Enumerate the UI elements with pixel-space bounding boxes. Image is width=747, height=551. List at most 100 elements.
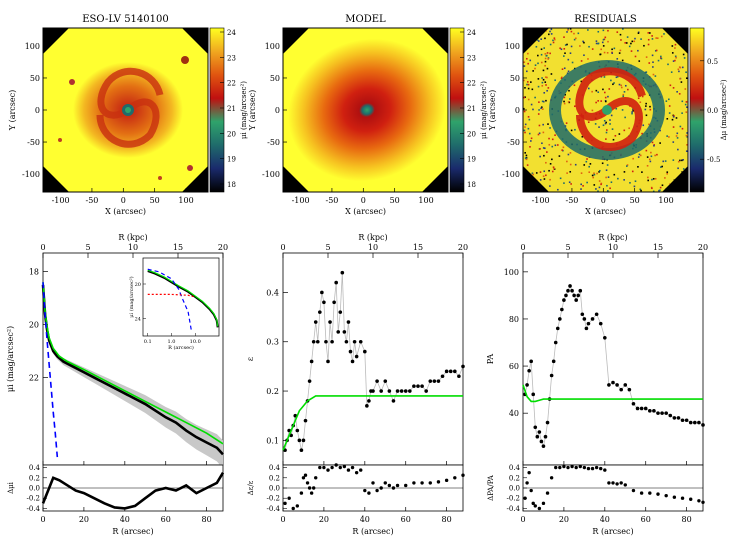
- y-tick-label: -100: [22, 170, 40, 179]
- data-point: [594, 312, 599, 317]
- data-point: [541, 444, 546, 448]
- residual-point: [523, 496, 527, 500]
- residual-point: [701, 500, 705, 505]
- data-point: [701, 423, 705, 427]
- residual-point: [354, 470, 359, 475]
- residual-point: [303, 473, 308, 477]
- data-point: [399, 389, 404, 393]
- residual-point: [420, 481, 424, 485]
- y-axis-label: Δε/ε: [247, 480, 255, 495]
- data-point: [338, 310, 343, 314]
- top-tick-label: 5: [325, 243, 330, 252]
- inset-x-tick-label: 10.0: [190, 339, 201, 345]
- colorbar-tick-label: 22: [227, 80, 236, 88]
- residual-point: [387, 483, 392, 488]
- residual-point: [363, 488, 367, 493]
- data-point: [330, 339, 334, 344]
- top-axis-label: R (kpc): [598, 233, 627, 242]
- inset-y-tick-label: 24: [135, 317, 141, 323]
- y-tick-label: -0.4: [507, 505, 521, 513]
- colorbar-tick-label: 19: [467, 156, 476, 164]
- colorbar-label: μi (mag/arcsec²): [480, 81, 488, 139]
- data-point: [416, 384, 420, 388]
- y-tick-label: 80: [509, 315, 519, 324]
- panel-title: ESO-LV 5140100: [82, 14, 168, 25]
- data-point: [639, 406, 644, 411]
- data-point: [531, 392, 536, 397]
- data-point: [309, 359, 314, 364]
- data-point: [344, 339, 349, 344]
- data-point: [457, 374, 461, 379]
- data-point: [586, 321, 591, 326]
- data-point: [688, 420, 693, 425]
- inset-model: [147, 269, 219, 327]
- colorbar-label: Δμ (mag/arcsec²): [720, 79, 728, 140]
- inset-disk: [147, 293, 196, 298]
- residual-point: [582, 465, 587, 470]
- x-tick-label: -50: [85, 196, 98, 205]
- data-point: [322, 300, 326, 305]
- colorbar-tick-label: 0.0: [707, 107, 718, 115]
- data-point: [365, 404, 369, 408]
- data-point: [558, 317, 562, 321]
- residual-point: [301, 476, 306, 480]
- residual-point: [656, 492, 660, 496]
- residual-point: [359, 468, 363, 472]
- series-total-model: [42, 282, 224, 445]
- x-tick-label: 0: [121, 196, 126, 205]
- y-tick-label: 0: [35, 106, 40, 115]
- residual-point: [367, 491, 371, 495]
- data-point: [672, 416, 677, 420]
- colorbar-tick-label: 0.5: [707, 58, 718, 66]
- inset-y-tick-label: 20: [135, 282, 141, 288]
- y-tick-label: 40: [509, 409, 519, 418]
- panel-observed-image: [42, 27, 209, 193]
- y-axis-label: Δμi: [7, 481, 15, 494]
- residual-point: [531, 501, 535, 506]
- panel-residual-image: [522, 27, 689, 193]
- residual-point: [533, 504, 537, 508]
- y-tick-label: -100: [502, 170, 520, 179]
- residual-point: [599, 466, 603, 471]
- data-point: [564, 293, 568, 298]
- data-point: [525, 383, 529, 387]
- residual-point: [570, 464, 574, 469]
- residual-structure: [549, 60, 665, 160]
- residual-point: [283, 501, 287, 506]
- data-trace: [284, 272, 464, 451]
- residual-point: [680, 496, 685, 500]
- y-tick-label: 0.2: [509, 474, 520, 482]
- data-point: [334, 280, 338, 285]
- data-point: [320, 290, 324, 295]
- residual-point: [295, 504, 300, 508]
- data-point: [568, 284, 572, 288]
- residual-point: [578, 464, 582, 469]
- data-point: [420, 384, 424, 388]
- top-panel-axes: ESO-LV 5140100 -100 -50 0 50 100 X (arcsec) 100…: [8, 14, 728, 216]
- x-tick-label: -100: [292, 196, 310, 205]
- data-point: [336, 330, 341, 334]
- data-point: [660, 411, 664, 415]
- x-tick-label: -50: [565, 196, 578, 205]
- residual-point: [404, 483, 408, 488]
- panel-title: MODEL: [345, 14, 386, 25]
- data-point: [584, 326, 589, 331]
- data-point: [533, 425, 538, 430]
- residual-point: [346, 468, 351, 472]
- ellipticity-profile: 0 5 10 15 20 R (kpc) 0.1 0.2 0.3 0.4 ε: [246, 233, 468, 466]
- residual-point: [350, 465, 355, 470]
- y-tick-label: 18: [29, 268, 39, 277]
- top-panel-1-axes: MODEL -100 -50 0 50 100 X (arcsec) 100 50 0 -50 -10…: [248, 14, 488, 216]
- residual-point: [391, 486, 396, 490]
- x-tick-label: 40: [600, 515, 610, 524]
- y-axis-label: Y (arcsec): [248, 90, 257, 131]
- data-point: [379, 389, 383, 393]
- y-tick-label: -50: [507, 138, 520, 147]
- y-tick-label: 0.2: [269, 474, 280, 482]
- residual-point: [412, 481, 416, 485]
- top-tick-label: 10: [608, 243, 618, 252]
- x-axis-label: R (arcsec): [112, 527, 153, 536]
- residual-point: [305, 481, 310, 485]
- residual-point: [383, 481, 387, 485]
- data-point: [693, 420, 697, 425]
